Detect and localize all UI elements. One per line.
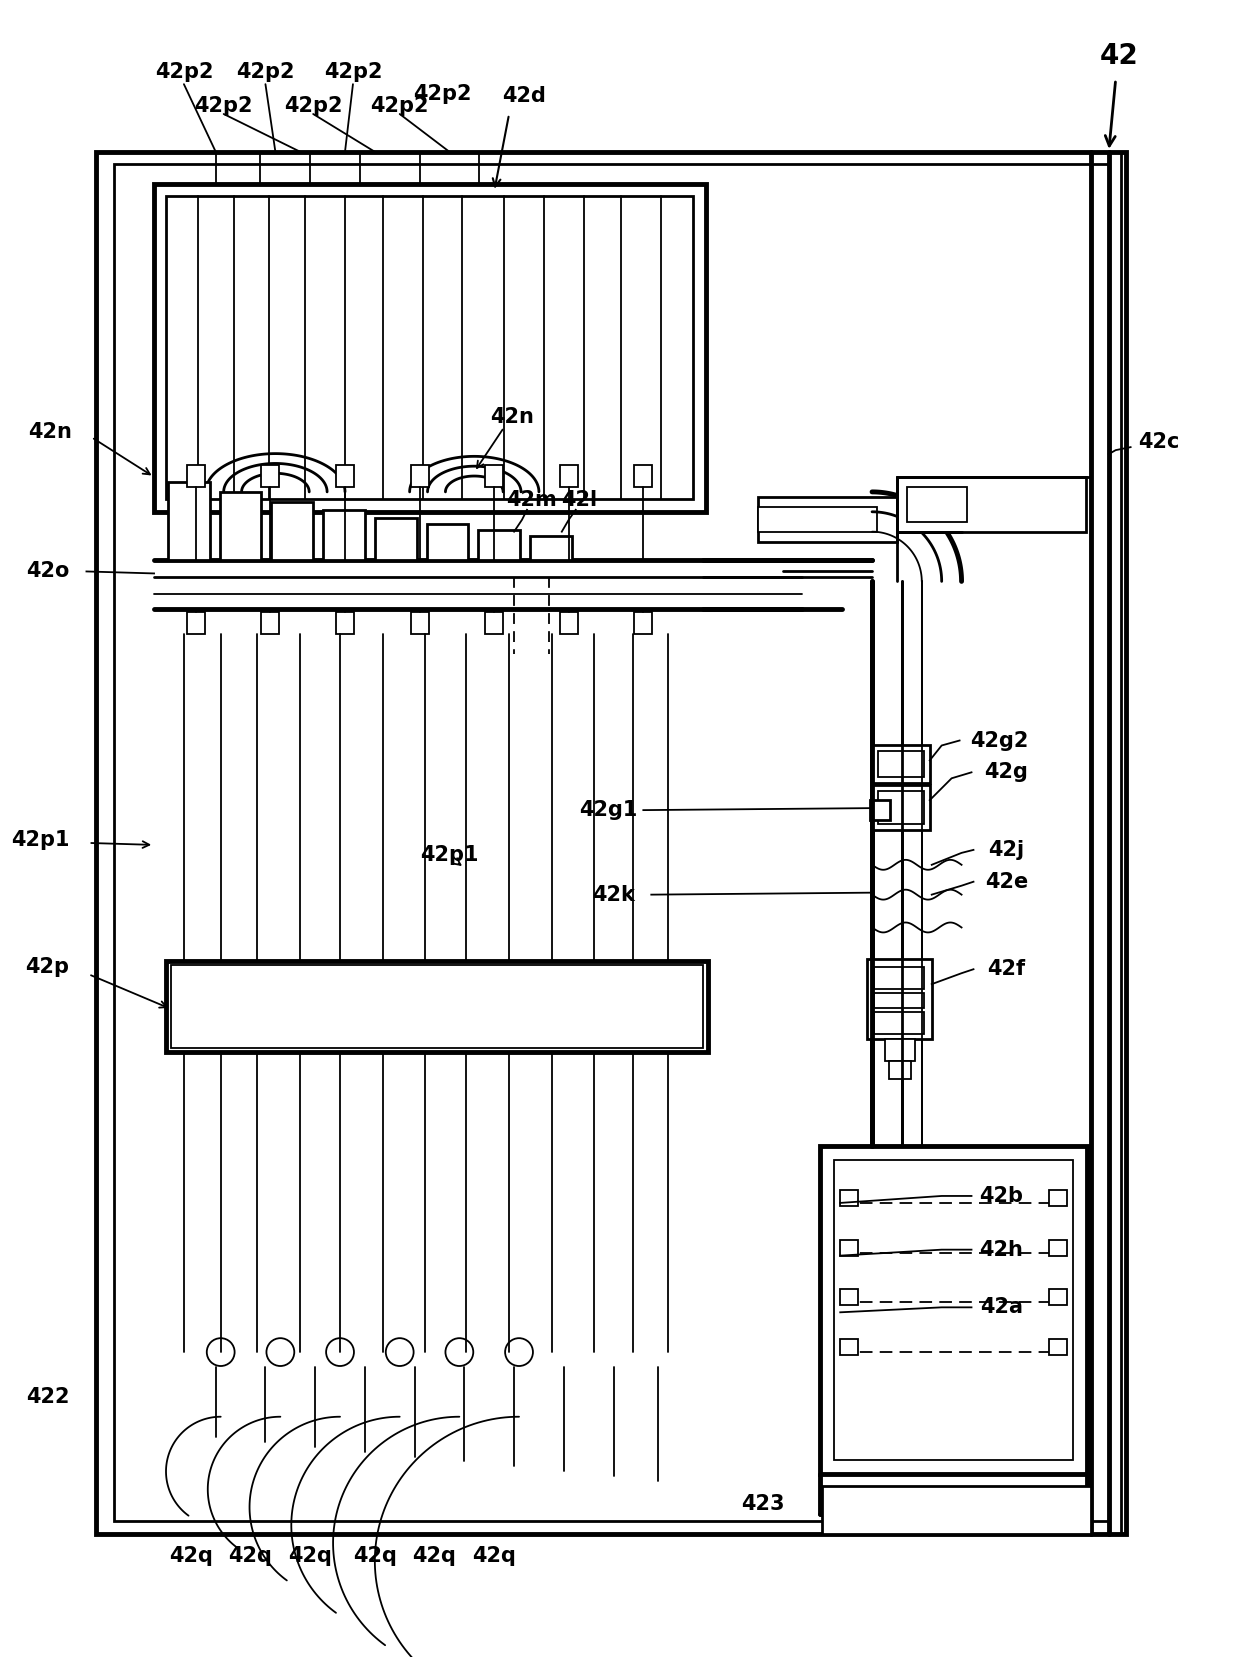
- Text: 42h: 42h: [980, 1240, 1023, 1260]
- Bar: [821, 1147, 1086, 1474]
- Text: 422: 422: [26, 1386, 69, 1406]
- Bar: [872, 746, 930, 783]
- Bar: [410, 465, 429, 487]
- Text: 42q: 42q: [228, 1546, 273, 1566]
- Text: 42q: 42q: [472, 1546, 516, 1566]
- Bar: [559, 465, 578, 487]
- Text: 42p2: 42p2: [413, 85, 471, 105]
- Bar: [906, 487, 966, 522]
- Bar: [841, 1290, 858, 1305]
- Bar: [874, 994, 924, 1009]
- Bar: [897, 477, 1086, 532]
- Bar: [1049, 1190, 1066, 1207]
- Text: 42p2: 42p2: [236, 61, 295, 81]
- Bar: [187, 465, 205, 487]
- Bar: [324, 510, 365, 560]
- Bar: [374, 519, 417, 560]
- Text: 42b: 42b: [980, 1187, 1023, 1207]
- Bar: [427, 524, 469, 560]
- Bar: [336, 612, 353, 635]
- Text: 42m: 42m: [507, 490, 557, 510]
- Bar: [878, 751, 924, 778]
- Text: 42e: 42e: [985, 871, 1028, 892]
- Bar: [872, 784, 930, 829]
- Text: 42n: 42n: [27, 422, 72, 442]
- Bar: [114, 165, 1109, 1521]
- Text: 42p1: 42p1: [420, 844, 479, 864]
- Text: 42f: 42f: [987, 959, 1025, 979]
- Bar: [1049, 1240, 1066, 1255]
- Text: 42c: 42c: [1138, 432, 1179, 452]
- Text: 423: 423: [742, 1494, 785, 1514]
- Text: 42d: 42d: [502, 86, 546, 106]
- Bar: [878, 791, 924, 824]
- Text: 42p2: 42p2: [155, 61, 213, 81]
- Text: 42g: 42g: [985, 763, 1028, 783]
- Text: 42q: 42q: [288, 1546, 332, 1566]
- Text: 42j: 42j: [988, 839, 1024, 859]
- Bar: [97, 151, 1126, 1534]
- Bar: [1049, 1340, 1066, 1355]
- Text: 42p1: 42p1: [11, 829, 69, 849]
- Text: 42g1: 42g1: [579, 799, 637, 819]
- Bar: [841, 1190, 858, 1207]
- Bar: [171, 966, 703, 1047]
- Bar: [841, 1340, 858, 1355]
- Bar: [529, 535, 572, 560]
- Text: 42q: 42q: [169, 1546, 213, 1566]
- Bar: [874, 1012, 924, 1034]
- Bar: [272, 502, 314, 560]
- Bar: [166, 961, 708, 1052]
- Bar: [758, 497, 897, 542]
- Bar: [835, 1160, 1073, 1461]
- Bar: [262, 612, 279, 635]
- Text: 42: 42: [1100, 42, 1138, 70]
- Bar: [758, 507, 877, 532]
- Bar: [559, 612, 578, 635]
- Bar: [219, 492, 262, 560]
- Text: 42p2: 42p2: [324, 61, 382, 81]
- Bar: [479, 530, 520, 560]
- Text: 42a: 42a: [980, 1298, 1023, 1318]
- Bar: [885, 1039, 915, 1060]
- Bar: [822, 1486, 1091, 1534]
- Bar: [154, 183, 706, 512]
- Text: 42g2: 42g2: [970, 731, 1028, 751]
- Bar: [1049, 1290, 1066, 1305]
- Bar: [336, 465, 353, 487]
- Text: 42o: 42o: [26, 562, 69, 582]
- Bar: [262, 465, 279, 487]
- Bar: [485, 465, 503, 487]
- Bar: [166, 196, 693, 499]
- Text: 42p: 42p: [26, 957, 69, 977]
- Bar: [187, 612, 205, 635]
- Text: 42q: 42q: [353, 1546, 397, 1566]
- Text: 42n: 42n: [490, 407, 534, 427]
- Bar: [874, 967, 924, 989]
- Bar: [410, 612, 429, 635]
- Bar: [889, 1060, 911, 1079]
- Bar: [867, 959, 931, 1039]
- Text: 42l: 42l: [560, 490, 596, 510]
- Bar: [635, 612, 652, 635]
- Text: 42p2: 42p2: [371, 96, 429, 116]
- Bar: [841, 1240, 858, 1255]
- Bar: [485, 612, 503, 635]
- Bar: [870, 799, 890, 819]
- Text: 42k: 42k: [591, 884, 635, 904]
- Text: 42p2: 42p2: [284, 96, 342, 116]
- Bar: [167, 482, 210, 560]
- Text: 42p2: 42p2: [195, 96, 253, 116]
- Text: 42q: 42q: [413, 1546, 456, 1566]
- Bar: [635, 465, 652, 487]
